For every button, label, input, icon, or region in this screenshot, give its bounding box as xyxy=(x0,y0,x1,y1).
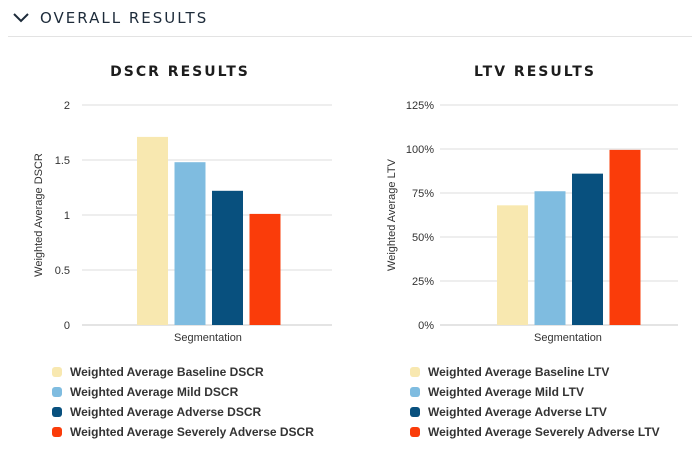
ltv-y-tick-label: 125% xyxy=(406,100,434,112)
dscr-bar-2[interactable] xyxy=(174,162,206,325)
ltv-y-tick-label: 75% xyxy=(412,188,434,200)
ltv-y-tick-label: 25% xyxy=(412,276,434,288)
ltv-legend-label: Weighted Average Mild LTV xyxy=(428,385,585,399)
ltv-y-tick-label: 0% xyxy=(418,320,434,332)
dscr-y-tick-label: 1 xyxy=(64,210,70,222)
ltv-y-tick-label: 50% xyxy=(412,232,434,244)
dscr-y-tick-label: 0 xyxy=(64,320,70,332)
ltv-y-tick-label: 100% xyxy=(406,144,434,156)
ltv-bar-2[interactable] xyxy=(534,191,566,325)
ltv-legend-swatch xyxy=(410,427,420,437)
dscr-legend: Weighted Average Baseline DSCR Weighted A… xyxy=(52,362,314,442)
ltv-legend-item[interactable]: Weighted Average Baseline LTV xyxy=(410,362,660,382)
dscr-x-category-label: Segmentation xyxy=(174,332,242,344)
dscr-bar-4[interactable] xyxy=(249,213,281,325)
ltv-legend-item[interactable]: Weighted Average Severely Adverse LTV xyxy=(410,422,660,442)
dscr-legend-swatch xyxy=(52,367,62,377)
dscr-legend-item[interactable]: Weighted Average Severely Adverse DSCR xyxy=(52,422,314,442)
ltv-chart: 0% 25% 50% 75% 100% 125% Weighted Average LTV S… xyxy=(386,100,678,344)
ltv-bar-1[interactable] xyxy=(497,205,528,325)
section-header[interactable]: OVERALL RESULTS xyxy=(8,0,692,37)
ltv-legend-swatch xyxy=(410,387,420,397)
dscr-chart: 0 0.5 1 1.5 2 Weighted Average DSCR Segmentati… xyxy=(33,100,332,344)
ltv-chart-title: LTV RESULTS xyxy=(474,64,596,80)
dscr-legend-item[interactable]: Weighted Average Adverse DSCR xyxy=(52,402,314,422)
dscr-legend-label: Weighted Average Adverse DSCR xyxy=(70,405,262,419)
dscr-legend-label: Weighted Average Mild DSCR xyxy=(70,385,239,399)
dscr-legend-swatch xyxy=(52,387,62,397)
ltv-legend: Weighted Average Baseline LTV Weighted Av… xyxy=(410,362,660,442)
ltv-x-category-label: Segmentation xyxy=(534,332,602,344)
section-title: OVERALL RESULTS xyxy=(40,9,209,27)
dscr-bar-1[interactable] xyxy=(137,136,168,325)
dscr-y-tick-label: 1.5 xyxy=(55,155,70,167)
ltv-legend-label: Weighted Average Severely Adverse LTV xyxy=(428,425,660,439)
ltv-legend-swatch xyxy=(410,407,420,417)
ltv-legend-label: Weighted Average Baseline LTV xyxy=(428,365,610,379)
dscr-y-axis-label: Weighted Average DSCR xyxy=(33,153,45,277)
ltv-legend-item[interactable]: Weighted Average Adverse LTV xyxy=(410,402,660,422)
ltv-legend-label: Weighted Average Adverse LTV xyxy=(428,405,607,419)
ltv-y-axis-label: Weighted Average LTV xyxy=(386,158,398,271)
ltv-bar-4[interactable] xyxy=(609,149,641,325)
ltv-legend-item[interactable]: Weighted Average Mild LTV xyxy=(410,382,660,402)
ltv-bar-3[interactable] xyxy=(572,173,603,325)
dscr-legend-label: Weighted Average Baseline DSCR xyxy=(70,365,264,379)
ltv-legend-swatch xyxy=(410,367,420,377)
dscr-legend-item[interactable]: Weighted Average Baseline DSCR xyxy=(52,362,314,382)
dscr-bar-3[interactable] xyxy=(212,190,243,325)
dscr-chart-title: DSCR RESULTS xyxy=(110,64,250,80)
dscr-legend-item[interactable]: Weighted Average Mild DSCR xyxy=(52,382,314,402)
dscr-legend-swatch xyxy=(52,407,62,417)
dscr-legend-label: Weighted Average Severely Adverse DSCR xyxy=(70,425,314,439)
dscr-y-tick-label: 2 xyxy=(64,100,70,112)
dscr-y-tick-label: 0.5 xyxy=(55,265,70,277)
chevron-down-icon[interactable] xyxy=(10,7,32,29)
dscr-legend-swatch xyxy=(52,427,62,437)
